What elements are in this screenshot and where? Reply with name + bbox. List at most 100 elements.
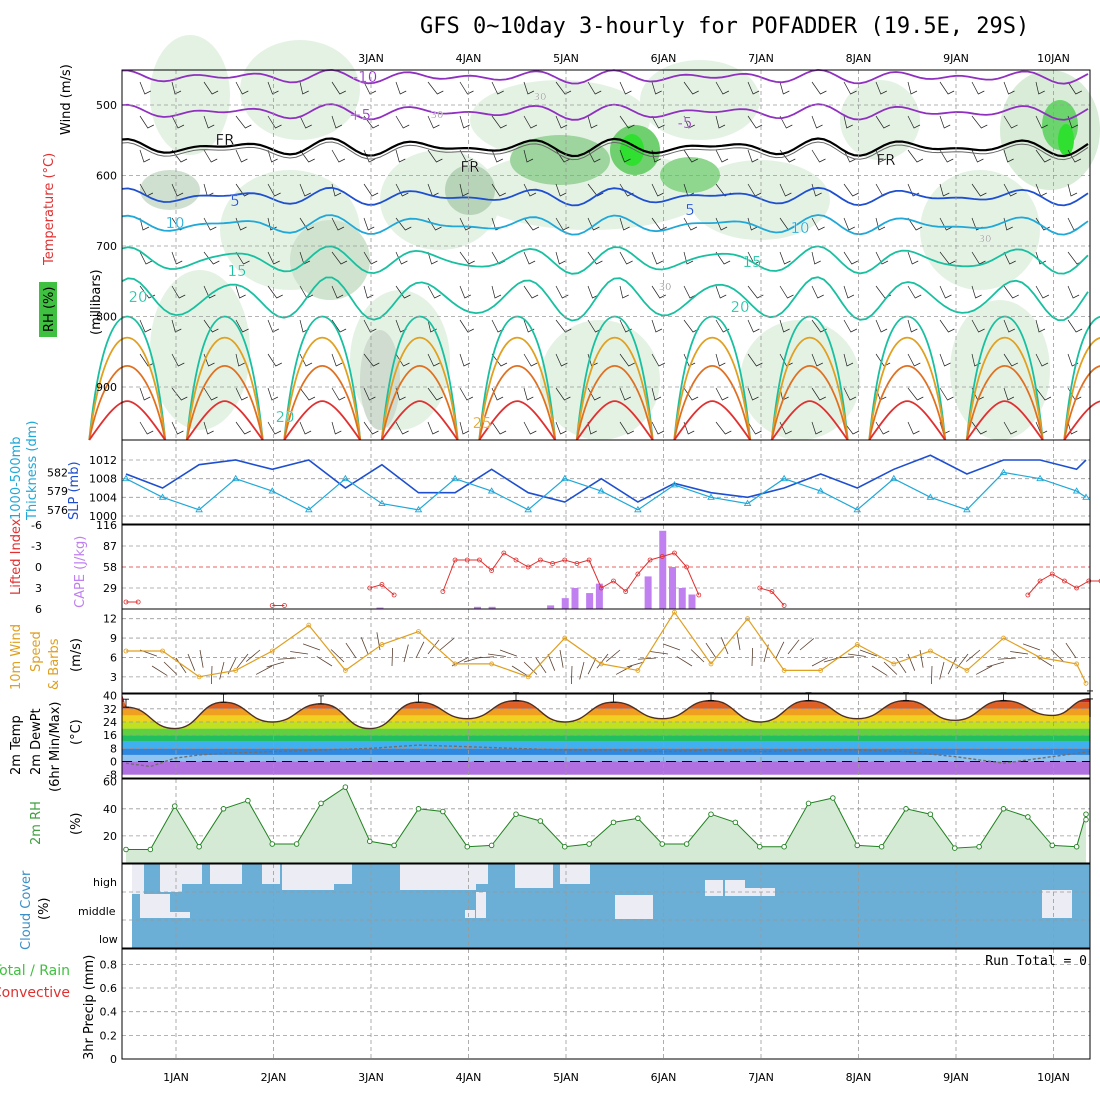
wind-barb [203, 149, 218, 163]
wind-barb [939, 81, 955, 95]
wind-barb [779, 115, 793, 129]
rh-marker [488, 842, 495, 849]
thickness-marker [597, 487, 606, 494]
wind10m-barb [626, 661, 645, 668]
lifted-index-label: Lifted Index [9, 518, 24, 595]
li-marker [550, 561, 555, 566]
cape-bar [488, 606, 496, 609]
contour-label: +5 [349, 106, 371, 124]
wind-marker [196, 674, 202, 680]
wind-barb [651, 353, 666, 367]
li-marker [1074, 585, 1080, 591]
wind-barb [875, 353, 891, 367]
wind-barb [523, 421, 537, 435]
temp-loop [380, 364, 459, 441]
wind10m-barb [587, 657, 597, 675]
thickness-label-1: 1000-500mb [9, 436, 24, 520]
rh-blob [445, 165, 495, 215]
wind-barb [299, 387, 316, 401]
wind-barb [1003, 421, 1018, 435]
wind-barb [427, 285, 441, 299]
thickness-marker [305, 505, 313, 513]
wind-marker [525, 674, 531, 680]
cloud-low: low [99, 933, 118, 946]
rh-tick: 40 [103, 803, 117, 816]
wind-barb [715, 251, 731, 265]
wind-barb [363, 81, 377, 95]
li-tick: -3 [31, 540, 42, 553]
temp-band [122, 715, 1090, 722]
wind-barb [331, 353, 343, 367]
precip-grid [122, 949, 1090, 1059]
thickness-marker [560, 474, 569, 482]
li-marker [464, 557, 470, 563]
contour-label: FR [876, 151, 895, 169]
precip-total-label: Total / Rain [0, 963, 70, 979]
rh-blob [950, 300, 1050, 440]
wind-marker [964, 667, 970, 673]
pressure-tick: 700 [96, 240, 117, 253]
wind-barb [331, 421, 342, 435]
wind10m-barb [316, 656, 333, 667]
thickness-marker [853, 505, 862, 513]
slp-tick: 1008 [89, 473, 117, 486]
thickness-marker [743, 499, 752, 507]
contour-label: 30 [534, 92, 547, 103]
wind-barb [523, 115, 538, 129]
thickness-marker [780, 474, 788, 482]
wind-barb [331, 217, 345, 231]
wind-barb [235, 149, 248, 163]
slp-label: SLP (mb) [67, 461, 82, 520]
wind-barb [1003, 149, 1014, 163]
wind10m-barb [847, 653, 866, 657]
slp-thickness-lines [122, 454, 1090, 513]
top-day-label: 6JAN [651, 52, 677, 65]
slp-frame [121, 439, 1091, 525]
wind-marker [1037, 655, 1043, 660]
slp-tick: 1012 [89, 454, 117, 467]
wind10m-barb [1022, 643, 1041, 651]
temperature-label: Temperature (°C) [42, 153, 57, 266]
li-marker [635, 571, 641, 577]
wind-barb [939, 285, 952, 299]
cape-bar [376, 607, 384, 609]
cloud-grid [122, 864, 1090, 948]
cloud-gap [476, 864, 488, 884]
wind10m-grid [122, 609, 1090, 693]
top-day-label: 5JAN [553, 52, 579, 65]
wind10m-barb [579, 661, 585, 680]
wind10m-barb [523, 661, 538, 675]
rh-marker [440, 808, 446, 815]
rh-label: RH (%) [42, 287, 57, 332]
wind-barb [843, 217, 855, 231]
wind-barb [587, 115, 598, 129]
temp-loop [380, 336, 459, 441]
temp-loop [673, 336, 752, 441]
pressure-tick: 800 [96, 311, 117, 324]
thickness-marker [1082, 493, 1090, 500]
li-tick: -6 [31, 519, 42, 532]
wind-barb [971, 421, 987, 435]
wind-barb [267, 115, 282, 129]
li-marker [757, 585, 763, 591]
wind-barb [139, 353, 155, 367]
li-marker [269, 603, 275, 608]
temp-contour [121, 141, 1089, 161]
temp-loop [88, 364, 167, 441]
cape-tick: 116 [96, 519, 117, 532]
wind-barb [715, 149, 729, 163]
wind-barb [459, 217, 472, 231]
li-line [1027, 573, 1100, 596]
wind10m-barb [596, 653, 609, 669]
wind-barb [555, 81, 572, 95]
bottom-day-label: 4JAN [456, 1071, 482, 1084]
wind-barb [171, 149, 188, 163]
wind10m-barb [1050, 649, 1065, 663]
temp-loop [1063, 337, 1100, 441]
temp-loop [965, 336, 1044, 441]
cape-grid [122, 525, 1090, 609]
wind10m-barb [175, 657, 187, 674]
wind-barb [427, 353, 440, 367]
wind-barb [779, 251, 791, 265]
wind10m-barb [965, 649, 981, 662]
